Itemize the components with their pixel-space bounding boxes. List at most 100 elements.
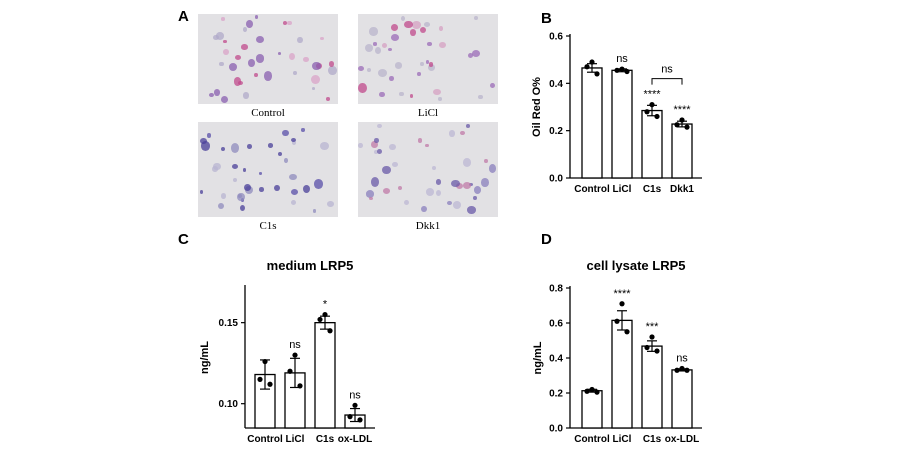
cell-blob [201,141,211,151]
cell-blob [370,176,380,188]
chart-title: cell lysate LRP5 [587,258,686,273]
cell-blob [404,20,413,29]
cell-blob [425,188,435,196]
data-point [674,367,680,373]
cell-blob [328,65,337,76]
cell-blob [369,27,378,36]
panel-letter-b: B [541,10,552,27]
y-axis-label: ng/mL [532,341,544,374]
significance-label: **** [673,104,691,116]
x-tick-label: Control [574,434,610,445]
micrograph-caption-c1s: C1s [259,220,277,232]
data-point [357,417,363,423]
cell-blob [219,61,224,67]
cell-blob [255,35,264,43]
data-point [644,109,650,115]
cell-blob [242,27,248,33]
data-point [624,329,630,335]
cell-blob [425,60,430,64]
cell-blob [467,52,474,59]
cell-blob [310,74,320,84]
cell-blob [200,138,208,145]
data-point [287,368,293,374]
panel-letter-d: D [541,231,552,248]
cell-blob [278,151,283,156]
cell-blob [420,205,427,213]
cell-blob [223,49,230,56]
cell-blob [382,43,388,49]
cell-blob [248,59,255,67]
cell-blob [423,21,431,27]
cell-blob [312,209,317,213]
significance-label: *** [646,321,660,333]
data-point [619,66,625,72]
cell-blob [258,172,262,175]
cell-blob [374,150,379,155]
cell-blob [358,66,365,72]
x-tick-label: LiCl [286,434,305,445]
micrograph-licl [358,14,498,104]
data-point [594,71,600,77]
panel-letter-a: A [178,8,189,25]
cell-blob [241,43,248,50]
data-point [594,389,600,395]
micrograph-dkk1 [358,122,498,217]
cell-blob [255,54,265,63]
cell-blob [473,195,477,200]
x-tick-label: C1s [316,434,335,445]
x-tick-label: Control [574,184,610,195]
micrograph-c1s [198,122,338,217]
bar [611,319,633,429]
data-point [654,348,660,354]
cell-blob [438,97,442,101]
cell-blob [463,158,472,167]
micrograph-caption-licl: LiCl [417,107,439,119]
cell-blob [213,162,221,171]
cell-blob [373,42,378,46]
cell-blob [214,89,221,96]
bar [581,67,603,179]
x-tick-label: LiCl [613,434,632,445]
cell-blob [377,124,382,129]
cell-blob [325,97,330,101]
y-tick-label: 0.6 [549,319,563,330]
cell-blob [278,52,282,55]
bar [641,345,663,429]
cell-blob [258,187,264,192]
cell-blob [400,15,405,21]
y-tick-label: 0.4 [549,79,563,90]
significance-label: ns [289,339,301,351]
data-point [317,316,323,323]
cell-blob [263,71,272,81]
cell-blob [379,92,385,98]
data-point [267,381,273,387]
cell-blob [489,163,497,173]
cell-blob [469,182,474,187]
cell-blob [358,82,367,93]
cell-blob [283,157,289,163]
chart-title: medium LRP5 [267,258,354,273]
cell-blob [288,52,295,60]
cell-blob [208,92,214,98]
significance-label: **** [613,288,631,300]
cell-blob [220,193,227,199]
cell-blob [389,76,395,82]
cell-blob [410,29,417,36]
cell-blob [473,16,478,21]
micrograph-caption-control: Control [251,107,285,119]
cell-blob [481,177,489,187]
cell-blob [394,62,403,69]
y-tick-label: 0.4 [549,354,563,365]
y-tick-label: 0.0 [549,174,563,185]
y-tick-label: 0.6 [549,32,563,43]
data-point [624,68,630,75]
cell-blob [268,143,274,148]
x-tick-label: ox-LDL [338,434,372,445]
cell-blob [220,17,226,21]
data-point [674,122,680,128]
panel-letter-c: C [178,231,189,248]
cell-blob [448,130,455,137]
cell-blob [320,36,324,40]
cell-blob [474,185,482,194]
y-tick-label: 0.8 [549,284,563,295]
